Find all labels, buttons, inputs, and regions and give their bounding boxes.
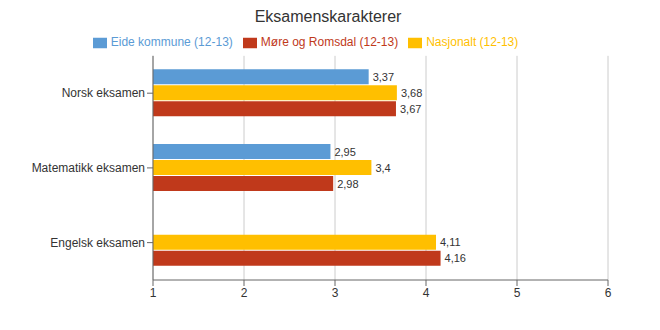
svg-text:Norsk eksamen: Norsk eksamen xyxy=(62,86,145,100)
svg-text:6: 6 xyxy=(605,286,612,300)
svg-text:2,95: 2,95 xyxy=(334,146,355,158)
svg-text:1: 1 xyxy=(150,286,157,300)
svg-text:2,98: 2,98 xyxy=(337,178,358,190)
svg-text:3,37: 3,37 xyxy=(373,71,394,83)
html-text:Nasjonalt (12-13): Nasjonalt (12-13) xyxy=(426,35,519,49)
svg-text:Matematikk eksamen: Matematikk eksamen xyxy=(32,161,145,175)
svg-text:3,67: 3,67 xyxy=(400,103,421,115)
html-text:Møre og Romsdal (12-13): Møre og Romsdal (12-13) xyxy=(260,35,399,49)
svg-text:3,4: 3,4 xyxy=(375,162,390,174)
svg-text:4,16: 4,16 xyxy=(445,252,466,264)
svg-text:4,11: 4,11 xyxy=(440,236,461,248)
svg-text:5: 5 xyxy=(514,286,521,300)
svg-text:3,68: 3,68 xyxy=(401,87,422,99)
svg-text:Engelsk eksamen: Engelsk eksamen xyxy=(50,236,145,250)
svg-text:4: 4 xyxy=(423,286,430,300)
html-text:Eksamenskarakterer: Eksamenskarakterer xyxy=(254,8,402,25)
svg-text:2: 2 xyxy=(241,286,248,300)
svg-text:3: 3 xyxy=(332,286,339,300)
html-text:Eide kommune (12-13): Eide kommune (12-13) xyxy=(110,35,233,49)
